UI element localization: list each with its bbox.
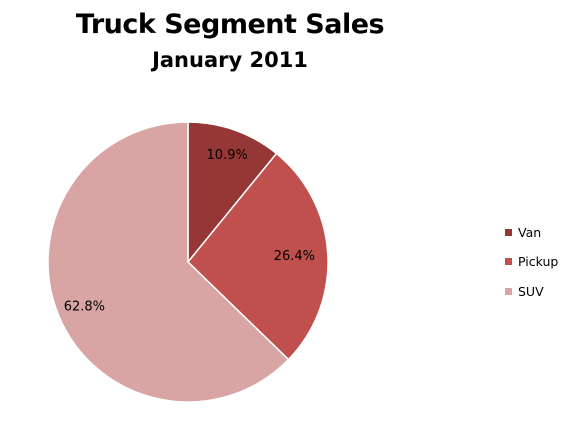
legend-swatch-pickup bbox=[505, 258, 512, 265]
legend: Van Pickup SUV bbox=[505, 224, 558, 313]
legend-item-suv: SUV bbox=[505, 283, 558, 299]
legend-label-suv: SUV bbox=[518, 283, 544, 299]
pie-slice-van bbox=[187, 121, 278, 265]
data-label-suv: 62.8% bbox=[64, 299, 105, 314]
data-label-pickup: 26.4% bbox=[274, 249, 315, 264]
legend-label-pickup: Pickup bbox=[518, 254, 559, 269]
data-label-van: 10.9% bbox=[207, 148, 248, 163]
legend-swatch-van bbox=[505, 228, 512, 236]
legend-label-van: Van bbox=[518, 224, 542, 240]
legend-item-pickup: Pickup bbox=[505, 254, 558, 270]
legend-swatch-suv bbox=[505, 287, 512, 295]
pie-slice-pickup bbox=[186, 152, 329, 361]
chart-title: Truck Segment Sales bbox=[75, 9, 385, 40]
pie-slice-suv bbox=[47, 121, 290, 403]
chart-subtitle: January 2011 bbox=[152, 48, 308, 72]
legend-item-van: Van bbox=[505, 224, 558, 240]
